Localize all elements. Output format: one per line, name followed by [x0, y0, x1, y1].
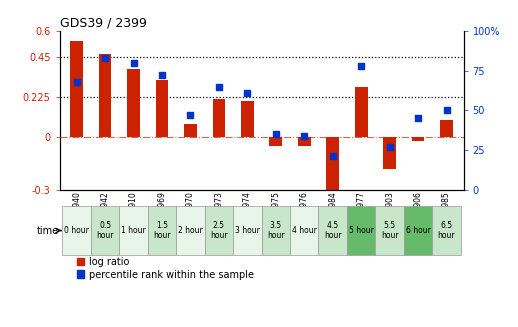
- Bar: [127, 69, 140, 137]
- FancyBboxPatch shape: [119, 206, 148, 255]
- Point: [442, 108, 451, 113]
- Bar: [440, 120, 453, 137]
- Bar: [269, 137, 282, 146]
- Text: 2 hour: 2 hour: [178, 226, 203, 235]
- Bar: [412, 137, 424, 141]
- FancyBboxPatch shape: [404, 206, 433, 255]
- Bar: [212, 99, 225, 137]
- Bar: [355, 87, 368, 137]
- Point: [158, 73, 166, 78]
- Point: [101, 55, 109, 60]
- FancyBboxPatch shape: [176, 206, 205, 255]
- Point: [73, 79, 81, 84]
- Bar: [383, 137, 396, 169]
- Bar: [155, 80, 168, 137]
- Bar: [326, 137, 339, 206]
- Text: 0 hour: 0 hour: [64, 226, 89, 235]
- Bar: [241, 101, 254, 137]
- Point: [271, 131, 280, 137]
- Text: 3.5
hour: 3.5 hour: [267, 221, 284, 240]
- Text: 6 hour: 6 hour: [406, 226, 430, 235]
- Point: [130, 60, 138, 65]
- Text: 1 hour: 1 hour: [121, 226, 146, 235]
- Text: 5.5
hour: 5.5 hour: [381, 221, 398, 240]
- Text: GDS39 / 2399: GDS39 / 2399: [60, 17, 147, 30]
- FancyBboxPatch shape: [205, 206, 233, 255]
- FancyBboxPatch shape: [433, 206, 461, 255]
- Text: 1.5
hour: 1.5 hour: [153, 221, 171, 240]
- Bar: [298, 137, 311, 146]
- Text: 4 hour: 4 hour: [292, 226, 316, 235]
- Text: 0.5
hour: 0.5 hour: [96, 221, 114, 240]
- Point: [385, 144, 394, 149]
- FancyBboxPatch shape: [233, 206, 262, 255]
- FancyBboxPatch shape: [319, 206, 347, 255]
- FancyBboxPatch shape: [148, 206, 176, 255]
- Legend: log ratio, percentile rank within the sample: log ratio, percentile rank within the sa…: [77, 257, 254, 280]
- Point: [328, 154, 337, 159]
- Point: [215, 84, 223, 89]
- FancyBboxPatch shape: [376, 206, 404, 255]
- Bar: [70, 41, 83, 137]
- FancyBboxPatch shape: [290, 206, 319, 255]
- Point: [186, 112, 195, 118]
- Text: time: time: [37, 226, 59, 235]
- Bar: [184, 124, 197, 137]
- Bar: [99, 54, 111, 137]
- Text: 5 hour: 5 hour: [349, 226, 373, 235]
- FancyBboxPatch shape: [91, 206, 119, 255]
- Point: [243, 90, 252, 95]
- Point: [414, 116, 422, 121]
- Text: 3 hour: 3 hour: [235, 226, 260, 235]
- Text: 4.5
hour: 4.5 hour: [324, 221, 341, 240]
- FancyBboxPatch shape: [62, 206, 91, 255]
- Point: [300, 133, 308, 138]
- Point: [357, 63, 365, 69]
- FancyBboxPatch shape: [262, 206, 290, 255]
- Text: 2.5
hour: 2.5 hour: [210, 221, 228, 240]
- FancyBboxPatch shape: [347, 206, 376, 255]
- Text: 6.5
hour: 6.5 hour: [438, 221, 455, 240]
